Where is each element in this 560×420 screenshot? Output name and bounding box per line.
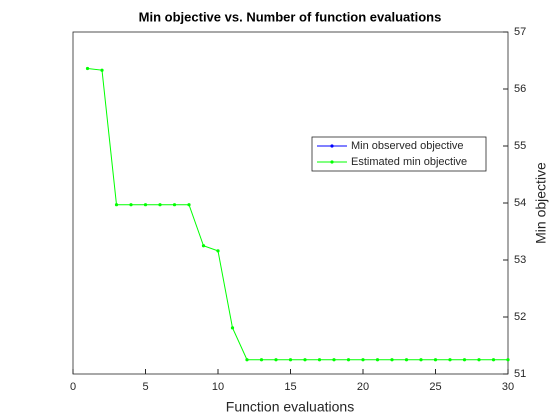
legend-marker	[330, 144, 334, 148]
point	[375, 358, 380, 362]
y-tick-label: 54	[514, 197, 526, 209]
point	[506, 358, 510, 362]
point	[143, 203, 148, 207]
point	[317, 358, 322, 362]
point	[433, 358, 438, 362]
x-tick-label: 30	[502, 381, 514, 393]
point	[491, 358, 496, 362]
chart-title: Min objective vs. Number of function eva…	[139, 9, 442, 24]
point	[114, 203, 119, 207]
point	[187, 203, 191, 207]
y-tick-label: 56	[514, 83, 526, 95]
x-tick-label: 10	[212, 381, 224, 393]
point	[448, 358, 452, 362]
series-line	[87, 67, 508, 361]
y-tick-label: 51	[514, 368, 526, 380]
point	[85, 66, 90, 71]
legend-box	[311, 136, 487, 172]
point	[332, 358, 336, 362]
x-tick-label: 0	[70, 381, 76, 393]
point	[245, 358, 249, 362]
x-tick-label: 5	[142, 381, 148, 393]
legend-label: Estimated min objective	[351, 156, 467, 168]
legend-label: Min observed objective	[351, 140, 464, 152]
legend-marker	[330, 160, 334, 164]
point	[404, 358, 409, 362]
x-tick-label: 25	[429, 381, 441, 393]
point	[419, 358, 423, 362]
point	[129, 203, 133, 207]
y-tick-label: 55	[514, 140, 526, 152]
point	[477, 358, 481, 362]
y-tick-label: 53	[514, 254, 526, 266]
point	[216, 249, 220, 253]
y-axis-label: Min objective	[533, 162, 549, 244]
point	[390, 358, 394, 362]
point	[288, 358, 293, 362]
x-tick-label: 20	[357, 381, 369, 393]
point	[462, 358, 467, 362]
x-axis-label: Function evaluations	[226, 399, 354, 415]
point	[230, 326, 235, 330]
point	[100, 68, 104, 72]
point	[259, 358, 264, 362]
point	[172, 203, 177, 207]
point	[303, 358, 307, 362]
point	[346, 358, 351, 362]
point	[274, 358, 278, 362]
x-tick-label: 15	[284, 381, 296, 393]
point	[158, 203, 162, 207]
legend: Min observed objective Estimated min obje…	[311, 136, 487, 172]
y-tick-label: 57	[514, 26, 526, 38]
point	[361, 358, 365, 362]
y-tick-label: 52	[514, 311, 526, 323]
point	[201, 244, 206, 248]
